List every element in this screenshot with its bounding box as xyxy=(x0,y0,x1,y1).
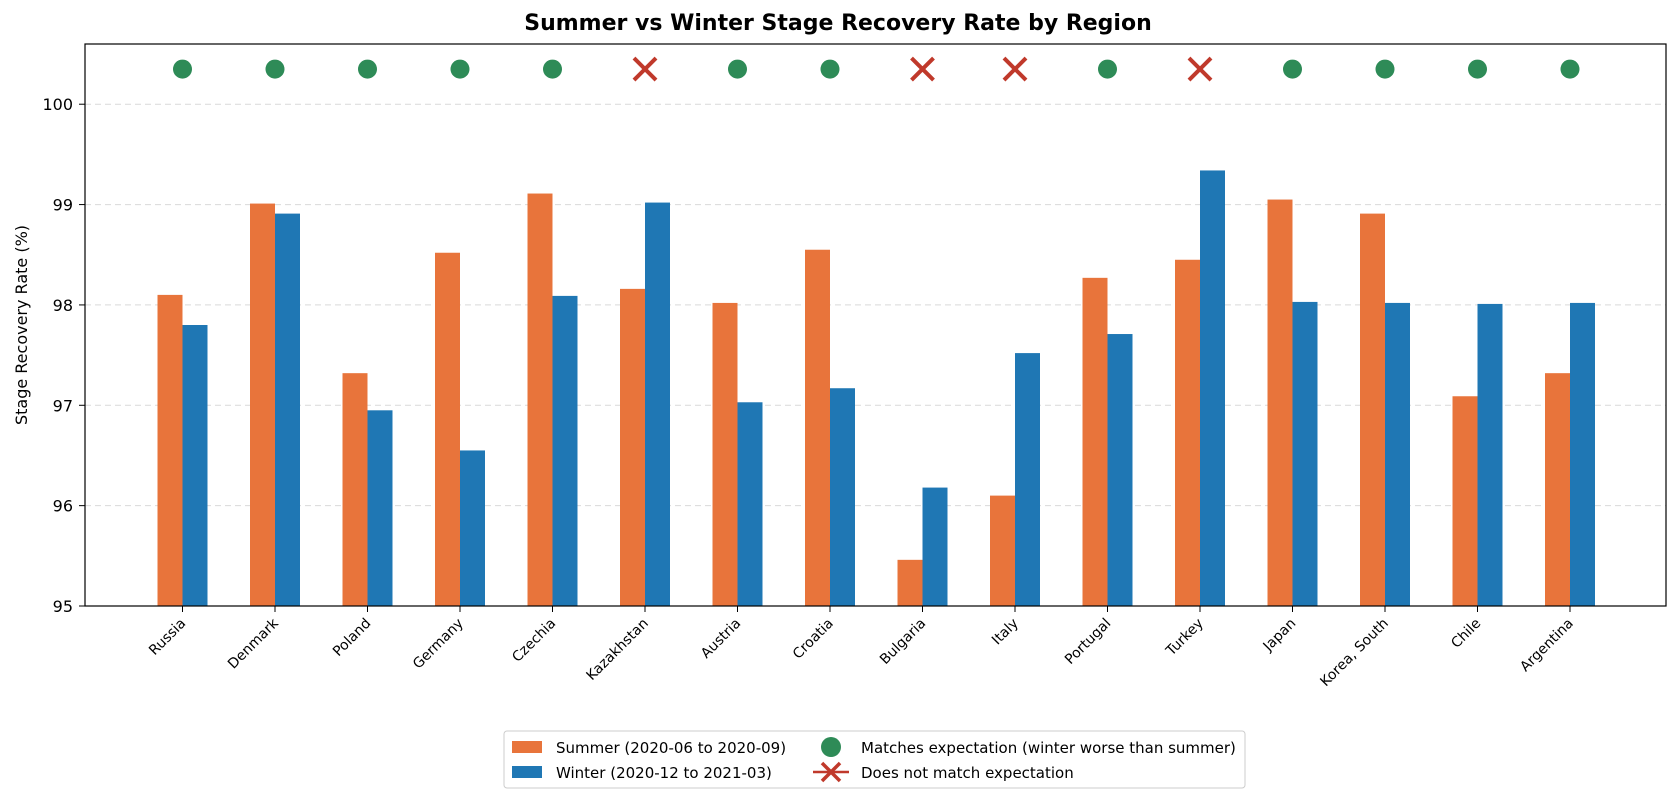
legend-frame xyxy=(503,730,1246,789)
y-axis: 95 96 97 98 99 100 xyxy=(42,95,85,616)
bar-winter xyxy=(552,295,578,606)
x-tick-label: Czechia xyxy=(509,616,559,666)
bar-summer xyxy=(1175,259,1200,606)
bar-summer xyxy=(250,203,275,606)
bar-winter xyxy=(1107,334,1133,606)
bars xyxy=(157,170,1595,607)
x-tick-label: Bulgaria xyxy=(877,616,929,668)
marker-match xyxy=(358,59,377,79)
chart-title: Summer vs Winter Stage Recovery Rate by … xyxy=(524,11,1152,36)
x-tick-label: Portugal xyxy=(1062,616,1114,668)
legend-label-winter: Winter (2020-12 to 2021-03) xyxy=(556,764,772,782)
legend-label-match: Matches expectation (winter worse than s… xyxy=(861,739,1236,757)
y-tick-label: 96 xyxy=(53,497,73,516)
x-tick-label: Chile xyxy=(1448,616,1484,652)
marker-match xyxy=(543,59,562,79)
gridlines xyxy=(85,103,1666,507)
bar-winter xyxy=(922,487,948,606)
x-tick-label: Austria xyxy=(698,616,744,662)
bar-summer xyxy=(897,559,923,606)
bar-winter xyxy=(460,450,485,606)
bar-summer xyxy=(527,193,553,606)
plot-frame xyxy=(84,43,1667,607)
bar-summer xyxy=(1452,396,1478,606)
bar-summer xyxy=(1545,373,1570,606)
legend-label-summer: Summer (2020-06 to 2020-09) xyxy=(556,739,786,757)
bar-summer xyxy=(805,249,830,606)
x-tick-label: Croatia xyxy=(790,616,837,663)
bar-summer xyxy=(1267,199,1293,606)
legend-marker-match xyxy=(821,737,841,757)
bar-summer xyxy=(157,294,183,606)
x-tick-label: Russia xyxy=(146,616,189,659)
x-tick-label: Denmark xyxy=(225,615,282,672)
legend-label-mismatch: Does not match expectation xyxy=(861,764,1074,782)
marker-match xyxy=(265,59,285,79)
markers xyxy=(173,56,1580,82)
marker-mismatch xyxy=(632,56,658,82)
legend: Summer (2020-06 to 2020-09) Winter (2020… xyxy=(503,730,1246,789)
bar-summer xyxy=(435,252,460,606)
marker-match xyxy=(450,59,470,79)
bar-winter xyxy=(1385,302,1410,606)
bar-winter xyxy=(1015,353,1040,606)
bar-winter xyxy=(367,410,393,606)
bar-winter xyxy=(182,325,208,606)
bar-winter xyxy=(830,388,855,606)
marker-match xyxy=(1098,59,1117,79)
bar-summer xyxy=(1360,213,1385,606)
bar-summer xyxy=(712,302,738,606)
bar-winter xyxy=(1570,302,1595,606)
marker-mismatch xyxy=(910,56,935,82)
bar-winter xyxy=(1292,301,1318,606)
bar-summer xyxy=(620,288,645,606)
x-tick-label: Korea, South xyxy=(1317,616,1391,690)
bar-winter xyxy=(645,202,670,607)
marker-match xyxy=(1283,59,1302,79)
y-tick-label: 98 xyxy=(53,296,73,315)
x-tick-label: Japan xyxy=(1260,616,1300,656)
y-tick-label: 100 xyxy=(42,95,73,114)
marker-mismatch xyxy=(1187,56,1213,82)
bar-summer xyxy=(990,495,1015,606)
marker-match xyxy=(1560,59,1580,79)
bar-winter xyxy=(275,213,300,606)
marker-match xyxy=(1375,59,1395,79)
x-tick-label: Italy xyxy=(989,616,1022,649)
bar-winter xyxy=(1200,170,1225,606)
bar-summer xyxy=(342,373,368,606)
marker-match xyxy=(728,59,747,79)
x-axis: Russia Denmark Poland Germany Czechia Kazakhs… xyxy=(146,606,1577,690)
y-axis-label: Stage Recovery Rate (%) xyxy=(12,225,31,425)
legend-marker-mismatch xyxy=(813,761,849,783)
y-tick-label: 95 xyxy=(53,597,73,616)
y-tick-label: 97 xyxy=(53,396,73,415)
x-tick-label: Kazakhstan xyxy=(583,616,651,684)
x-tick-label: Argentina xyxy=(1517,616,1577,676)
legend-swatch-winter xyxy=(512,766,542,778)
x-tick-label: Germany xyxy=(410,616,467,673)
marker-match xyxy=(1468,59,1487,79)
x-tick-label: Poland xyxy=(330,616,374,660)
bar-winter xyxy=(737,402,763,606)
marker-match xyxy=(820,59,840,79)
bar-winter xyxy=(1477,303,1503,606)
marker-mismatch xyxy=(1002,56,1028,82)
x-tick-label: Turkey xyxy=(1163,616,1207,660)
marker-match xyxy=(173,59,192,79)
bar-summer xyxy=(1082,277,1108,606)
y-tick-label: 99 xyxy=(53,196,73,215)
legend-swatch-summer xyxy=(512,741,542,753)
